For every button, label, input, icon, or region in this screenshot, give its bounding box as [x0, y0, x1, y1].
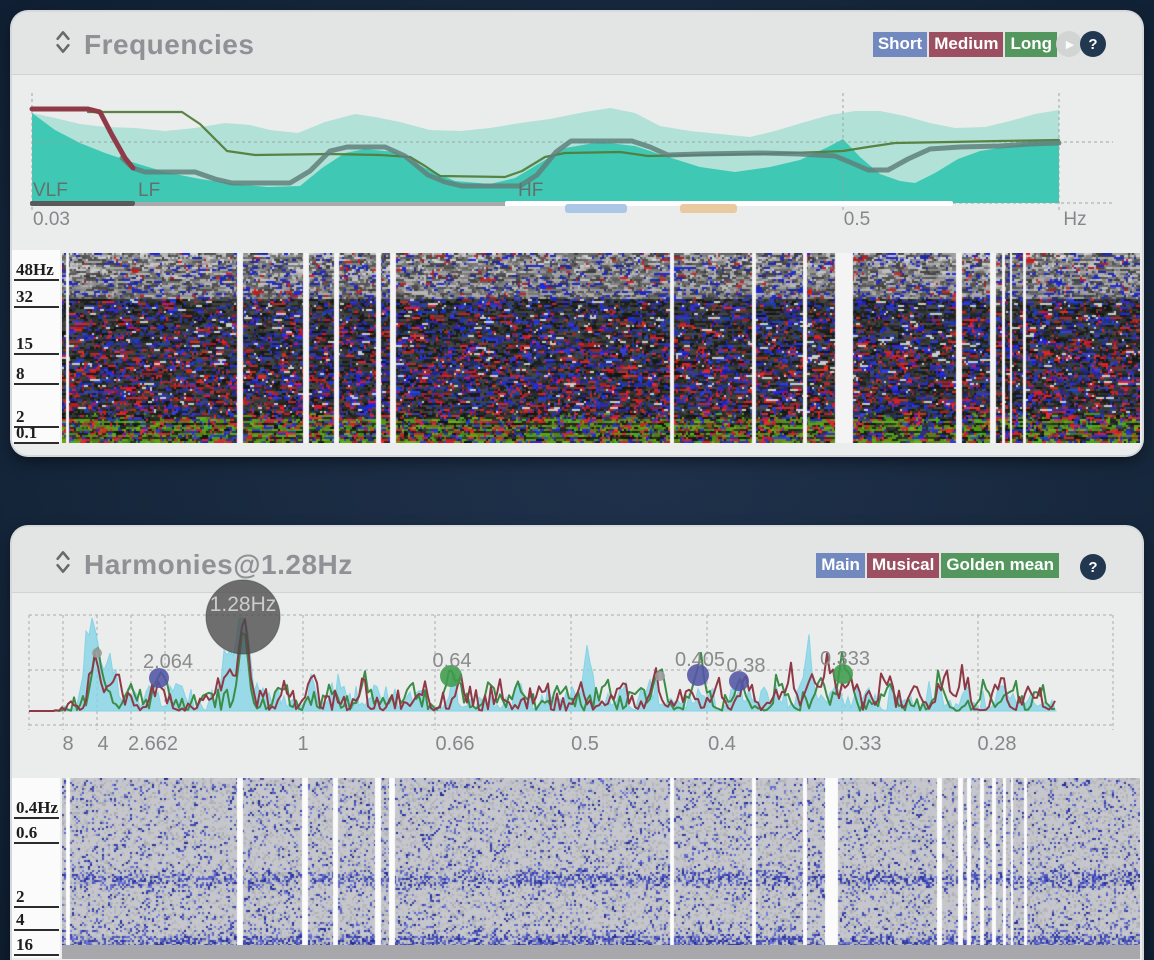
- spectrogram-y-label: 0.1: [14, 424, 59, 444]
- panel-harmonies: Harmonies@1.28Hz Main Musical Golden mean …: [12, 527, 1142, 960]
- frequencies-legend: Short Medium Long: [872, 32, 1057, 57]
- harmonies-chart: 2.064 0.64 0.405 0.38 0.333 1.28Hz: [28, 579, 1114, 730]
- peak-label: 0.38: [727, 655, 766, 677]
- harmonies-spectrogram: [62, 778, 1140, 945]
- x-tick-label: 0.28: [977, 733, 1017, 755]
- x-tick-label: 1: [297, 733, 309, 755]
- page-title-frequencies: Frequencies: [84, 29, 255, 60]
- spectrogram-y-label: 15: [14, 335, 59, 355]
- peak-marker-0.38: [729, 671, 749, 691]
- spectrogram-y-label: 0.4Hz: [14, 798, 59, 819]
- band-label-lf: LF: [138, 180, 160, 201]
- frequencies-spectrogram: [62, 253, 1140, 443]
- x-tick-label: 8: [62, 733, 74, 755]
- peak-label: 0.333: [820, 648, 870, 670]
- spectrogram-y-label: 16: [14, 936, 59, 956]
- harmonies-legend: Main Musical Golden mean: [816, 553, 1059, 578]
- legend-item-long[interactable]: Long: [1005, 32, 1057, 57]
- spectrogram-y-label: 2: [14, 408, 59, 428]
- band-label-vlf: VLF: [33, 180, 68, 201]
- harmonies-header: Harmonies@1.28Hz Main Musical Golden mean …: [12, 527, 1142, 593]
- collapse-expand-icon[interactable]: [54, 28, 72, 56]
- frequencies-header: Frequencies Short Medium Long ▶ ?: [12, 12, 1142, 75]
- legend-item-short[interactable]: Short: [872, 32, 928, 57]
- peak-marker-0.333: [833, 664, 853, 684]
- spectrogram-y-label: 4: [14, 911, 59, 931]
- spectrogram-y-label: 48Hz: [14, 261, 59, 281]
- panel-frequencies: Frequencies Short Medium Long ▶ ? VLF LF HF …: [12, 12, 1142, 455]
- x-tick-label: 0.66: [435, 733, 475, 755]
- spectrogram-y-label: 0.6: [14, 824, 59, 844]
- spectrogram-y-label: 2: [14, 888, 59, 908]
- x-tick-label: 0.03: [33, 209, 70, 230]
- x-tick-label: 0.5: [571, 733, 599, 755]
- legend-item-main[interactable]: Main: [816, 553, 865, 578]
- x-tick-label: 0.5: [843, 209, 871, 230]
- frequencies-help-button[interactable]: ?: [1080, 31, 1106, 57]
- legend-item-medium[interactable]: Medium: [929, 32, 1004, 57]
- peak-label: 2.064: [143, 651, 193, 673]
- legend-toggle-button[interactable]: ▶: [1056, 31, 1082, 57]
- x-tick-label: 2.662: [127, 733, 179, 755]
- peak-label: 0.64: [433, 650, 472, 672]
- collapse-expand-icon[interactable]: [54, 548, 72, 576]
- peak-marker-2.064: [149, 668, 169, 688]
- harmonies-help-button[interactable]: ?: [1080, 554, 1106, 580]
- page-title-harmonies: Harmonies@1.28Hz: [84, 549, 353, 580]
- selected-peak-bubble[interactable]: [205, 579, 281, 655]
- legend-item-musical[interactable]: Musical: [866, 553, 940, 578]
- harmonies-spectrogram-footer: [62, 945, 1140, 959]
- x-tick-label: 0.4: [708, 733, 736, 755]
- frequencies-chart: VLF LF HF: [29, 93, 1113, 213]
- peak-marker-0.405: [687, 664, 709, 686]
- harmonies-spectrogram-axis: [12, 778, 60, 958]
- spectrogram-y-label: 32: [14, 288, 59, 308]
- peak-label: 0.405: [675, 649, 725, 671]
- frequencies-spectrogram-axis: [12, 250, 60, 443]
- band-label-hf: HF: [518, 180, 543, 201]
- play-icon: ▶: [1065, 38, 1075, 51]
- selected-peak-label: 1.28Hz: [210, 593, 277, 616]
- x-tick-label: 4: [97, 733, 109, 755]
- spectrogram-y-label: 8: [14, 365, 59, 385]
- peak-marker-0.64: [440, 665, 462, 687]
- x-tick-label: 0.33: [842, 733, 882, 755]
- legend-item-golden-mean[interactable]: Golden mean: [941, 553, 1059, 578]
- x-tick-label: Hz: [1063, 209, 1087, 230]
